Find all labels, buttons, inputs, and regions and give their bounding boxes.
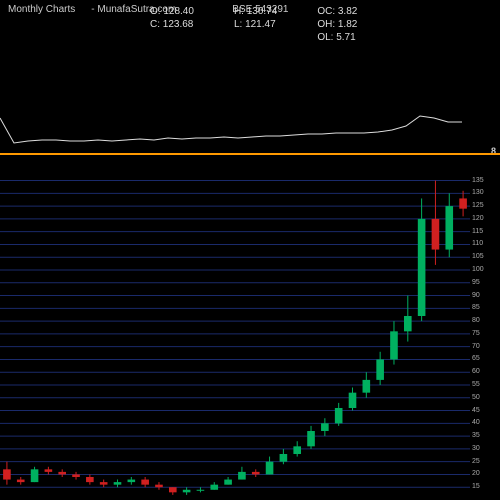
stat-oh: OH: 1.82 [317,19,357,30]
y-tick-label: 125 [472,202,484,209]
stat-open: O: 128.40 [150,6,194,17]
y-tick-label: 90 [472,292,480,299]
y-tick-label: 105 [472,253,484,260]
y-tick-label: 30 [472,445,480,452]
y-tick-label: 130 [472,189,484,196]
stats-col-3: OC: 3.82 OH: 1.82 OL: 5.71 [317,6,357,43]
y-tick-label: 95 [472,279,480,286]
y-tick-label: 40 [472,419,480,426]
y-tick-label: 110 [472,240,483,247]
y-tick-label: 135 [472,177,484,184]
stat-ol: OL: 5.71 [317,32,357,43]
candlestick-chart[interactable] [0,155,470,500]
y-tick-label: 70 [472,343,480,350]
y-tick-label: 65 [472,355,480,362]
chart-title: Monthly Charts [8,4,75,15]
y-tick-label: 55 [472,381,480,388]
upper-line-chart [0,48,470,153]
y-tick-label: 75 [472,330,480,337]
y-tick-label: 100 [472,266,484,273]
ohlc-stats: O: 128.40 C: 123.68 H: 130.74 L: 121.47 … [150,6,357,43]
y-tick-label: 80 [472,317,480,324]
stats-col-2: H: 130.74 L: 121.47 [234,6,277,43]
y-tick-label: 45 [472,407,480,414]
y-axis-labels: 135 130 125 120 115 110 105 100 95 90 85 80 75 70 65 60… [470,155,500,500]
y-tick-label: 25 [472,458,480,465]
y-tick-label: 50 [472,394,480,401]
y-tick-label: 35 [472,432,480,439]
chart-header: Monthly Charts - MunafaSutra.com BSE 543… [0,0,500,48]
y-tick-label: 120 [472,215,484,222]
stat-high: H: 130.74 [234,6,277,17]
y-tick-label: 115 [472,228,483,235]
stat-low: L: 121.47 [234,19,277,30]
stats-col-1: O: 128.40 C: 123.68 [150,6,194,43]
stat-close: C: 123.68 [150,19,194,30]
y-tick-label: 60 [472,368,480,375]
y-tick-label: 85 [472,304,480,311]
y-tick-label: 15 [472,483,480,490]
y-tick-label: 20 [472,470,480,477]
stat-oc: OC: 3.82 [317,6,357,17]
